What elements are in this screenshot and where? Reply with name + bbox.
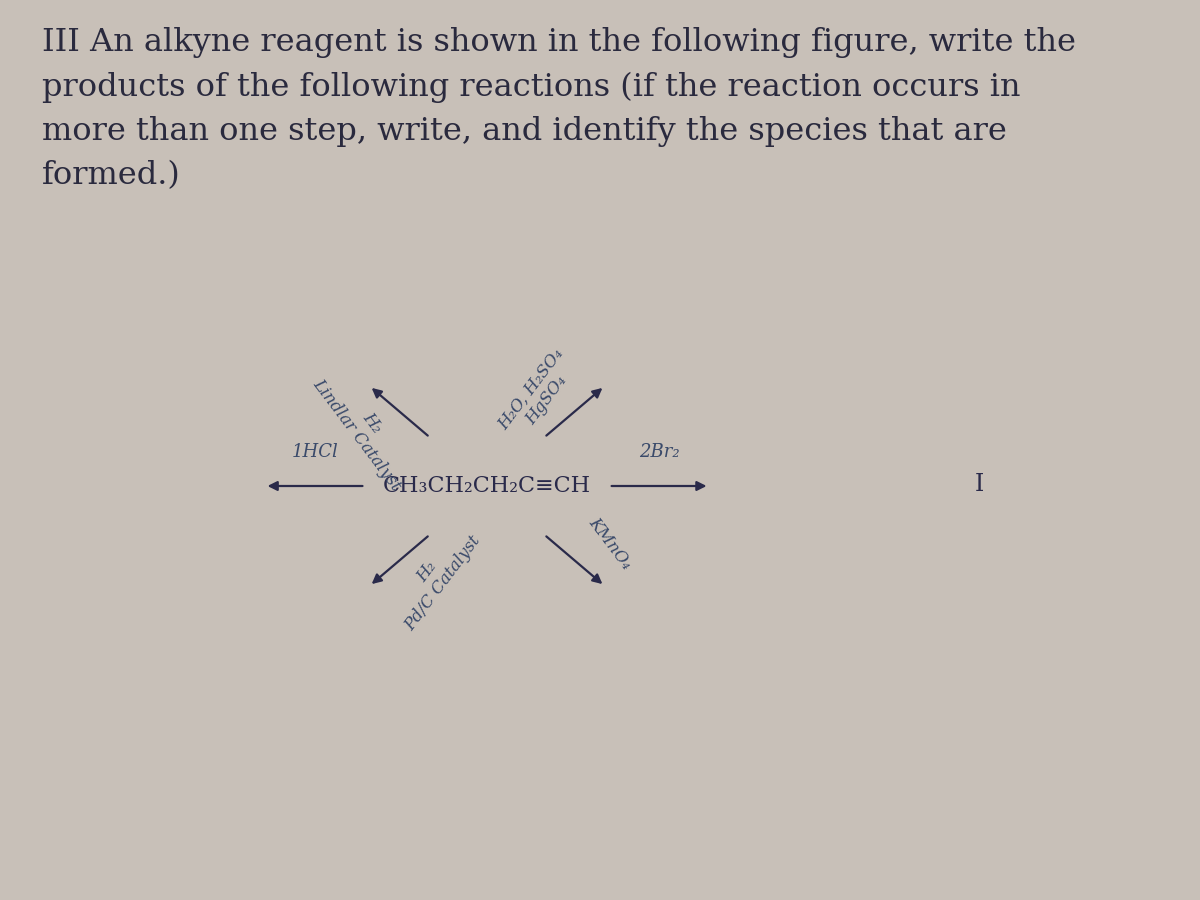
Text: CH₃CH₂CH₂C≡CH: CH₃CH₂CH₂C≡CH xyxy=(383,475,592,497)
Text: H₂
Pd/C Catalyst: H₂ Pd/C Catalyst xyxy=(386,520,485,634)
Text: III An alkyne reagent is shown in the following figure, write the
products of th: III An alkyne reagent is shown in the fo… xyxy=(42,27,1076,191)
Text: I: I xyxy=(974,472,984,496)
Text: KMnO₄: KMnO₄ xyxy=(586,514,635,572)
Text: 2Br₂: 2Br₂ xyxy=(638,443,679,461)
Text: 1HCl: 1HCl xyxy=(292,443,338,461)
Text: H₂O, H₂SO₄
HgSO₄: H₂O, H₂SO₄ HgSO₄ xyxy=(496,345,583,445)
Text: H₂
Lindlar Catalyst: H₂ Lindlar Catalyst xyxy=(308,364,420,494)
